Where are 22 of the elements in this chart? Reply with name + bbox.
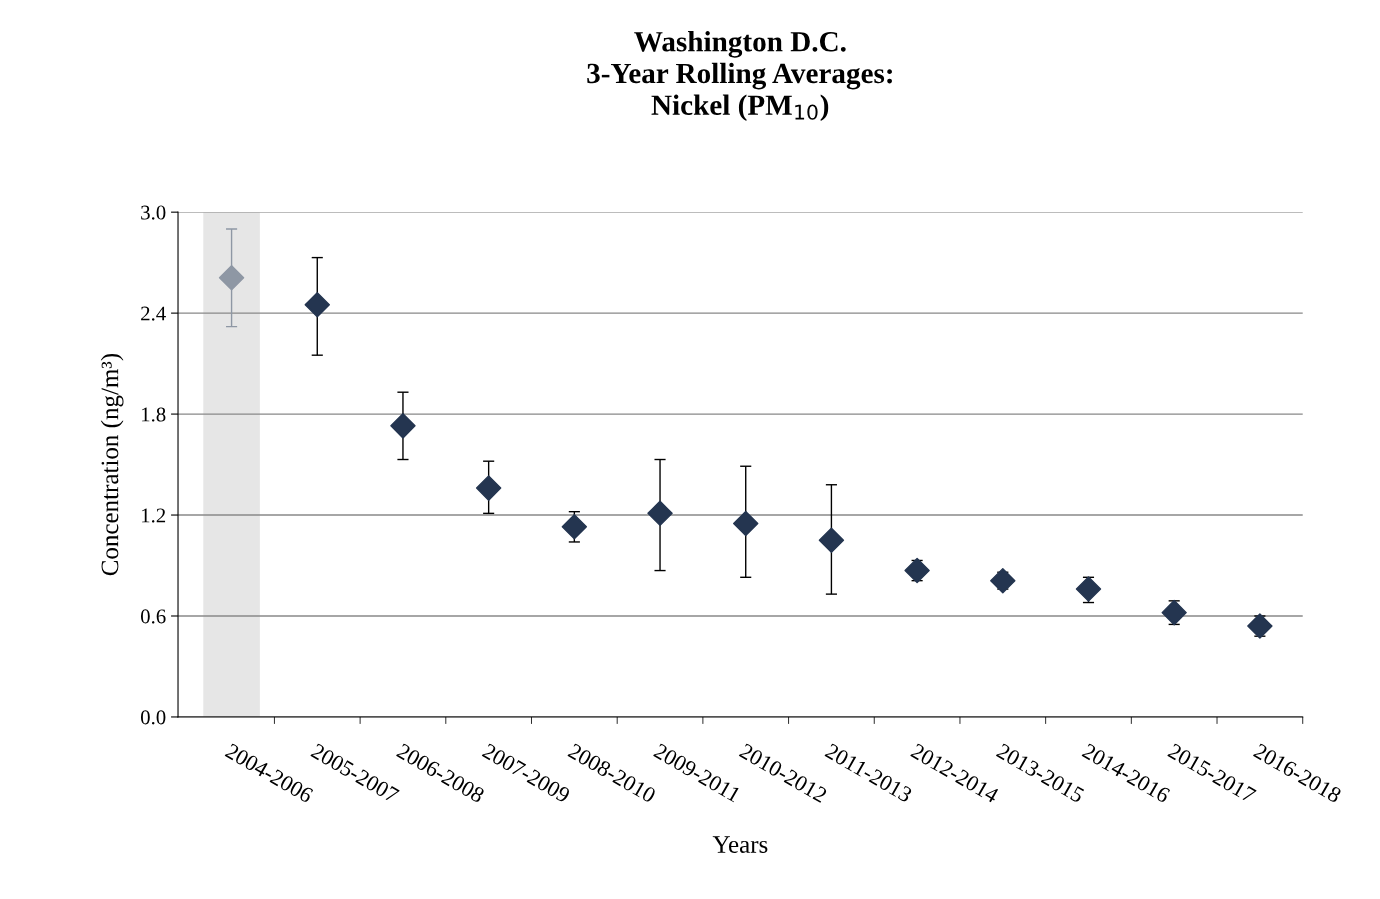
point [304,291,330,318]
point [1075,576,1102,602]
point [475,475,502,501]
point [218,265,245,291]
y-tick-label: 1.2 [142,508,166,523]
x-axis-title: Years [712,836,768,853]
point [647,500,673,527]
y-tick-label: 0.6 [140,609,166,624]
chart-title: Washington D.C. 3-Year Rolling Averages: Nickel (PM$_{10}$) [587,31,892,121]
point [1161,599,1187,626]
point [390,413,416,439]
y-tick-label: 1.8 [142,407,166,422]
point [561,514,588,540]
point [1247,613,1273,639]
point [904,557,930,584]
point [733,510,759,537]
point [818,527,845,553]
point [990,567,1016,594]
y-tick-label: 3.0 [141,205,166,220]
y-axis-title: Concentration (ng/m³) [100,353,124,576]
y-tick-label: 2.4 [141,306,166,321]
y-tick-label: 0.0 [140,710,166,725]
